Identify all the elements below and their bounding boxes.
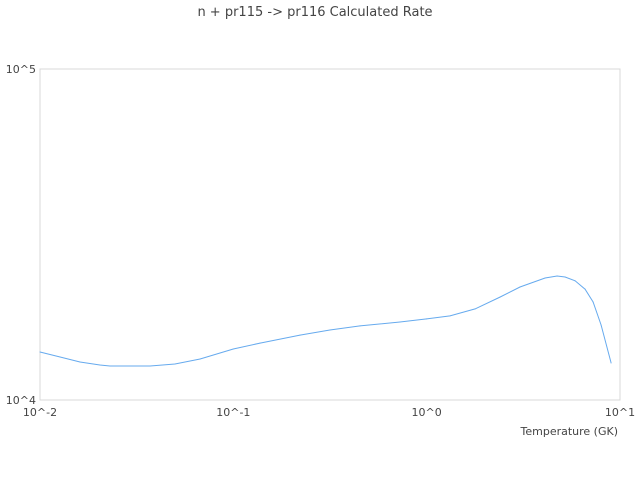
data-point xyxy=(592,301,594,303)
data-point xyxy=(499,296,501,298)
data-point xyxy=(519,286,521,288)
data-point xyxy=(232,348,234,350)
data-point xyxy=(474,308,476,310)
y-tick-label: 10^4 xyxy=(6,394,36,407)
data-point xyxy=(574,280,576,282)
chart-title: n + pr115 -> pr116 Calculated Rate xyxy=(197,5,432,20)
data-point xyxy=(399,321,401,323)
y-tick-label: 10^5 xyxy=(6,63,36,76)
data-point xyxy=(584,288,586,290)
data-point xyxy=(359,325,361,327)
data-point xyxy=(564,276,566,278)
series-line xyxy=(39,275,612,367)
data-point xyxy=(426,318,428,320)
x-tick-label: 10^-1 xyxy=(216,406,250,419)
data-point xyxy=(329,329,331,331)
data-point xyxy=(59,356,61,358)
data-point xyxy=(199,358,201,360)
x-tick-label: 10^1 xyxy=(605,406,635,419)
x-tick-label: 10^-2 xyxy=(23,406,57,419)
plot-area xyxy=(39,68,621,401)
data-point xyxy=(556,275,558,277)
data-point xyxy=(259,342,261,344)
data-point xyxy=(174,363,176,365)
data-point xyxy=(610,362,612,364)
data-point xyxy=(149,365,151,367)
data-point xyxy=(449,315,451,317)
x-axis-label: Temperature (GK) xyxy=(520,425,619,438)
data-point xyxy=(544,277,546,279)
data-point xyxy=(39,351,41,353)
data-point xyxy=(600,324,602,326)
data-point xyxy=(109,365,111,367)
data-point xyxy=(79,361,81,363)
x-tick-label: 10^0 xyxy=(412,406,442,419)
data-point xyxy=(99,364,101,366)
data-point xyxy=(299,334,301,336)
